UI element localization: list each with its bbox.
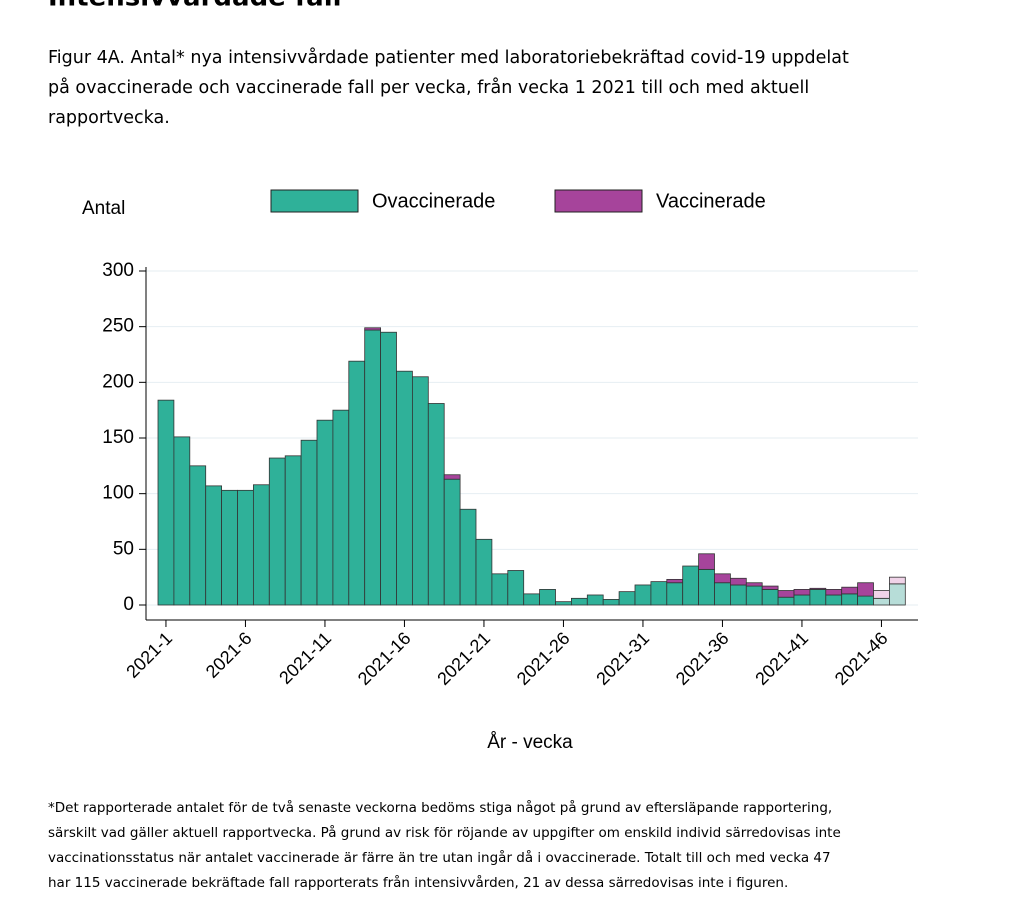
y-tick-label: 150	[102, 427, 134, 448]
bar-segment	[857, 582, 874, 597]
bar-segment	[809, 587, 827, 590]
bar-segment	[761, 589, 779, 606]
bar-segment	[730, 577, 747, 586]
bar-segment	[427, 403, 445, 606]
bar-segment	[666, 578, 684, 584]
bar-segment	[411, 376, 429, 606]
bar-segment	[698, 553, 715, 570]
heading: Intensivvårdade fall	[48, 0, 342, 13]
bar-segment	[777, 590, 795, 598]
bar-segment	[364, 327, 382, 331]
bar-segment	[555, 601, 572, 606]
y-tick-label: 50	[113, 538, 134, 559]
bar-segment	[809, 589, 827, 606]
x-tick-label: 2021-41	[751, 628, 812, 689]
bar-segment	[316, 419, 334, 606]
bar-segment	[889, 576, 906, 585]
bar-segment	[682, 565, 700, 606]
bar-segment	[364, 329, 382, 606]
bar-segment	[205, 485, 222, 606]
bar-segment	[539, 589, 556, 606]
bar-segment	[618, 591, 636, 606]
y-tick-label: 250	[102, 316, 134, 337]
x-tick-label: 2021-11	[275, 628, 335, 688]
x-tick-label: 2021-26	[513, 628, 574, 689]
bar-segment	[348, 360, 366, 606]
bar-segment	[698, 568, 715, 606]
x-axis-label: År - vecka	[487, 732, 573, 753]
footnote-line: har 115 vaccinerade bekräftade fall rapp…	[48, 874, 788, 891]
x-tick-label: 2021-6	[202, 628, 256, 682]
bar-segment	[221, 489, 238, 606]
bar-segment	[825, 589, 843, 596]
bar-segment	[714, 582, 731, 606]
x-tick-label: 2021-31	[592, 628, 653, 689]
legend-label: Vaccinerade	[656, 190, 766, 212]
footnote-line: vaccinationsstatus när antalet vaccinera…	[48, 849, 831, 866]
bar-segment	[491, 573, 509, 606]
caption-line: Figur 4A. Antal* nya intensivvårdade pat…	[48, 47, 849, 68]
bar-segment	[571, 597, 588, 606]
bar-segment	[873, 597, 890, 606]
legend-label: Ovaccinerade	[372, 190, 495, 212]
bar-segment	[889, 583, 906, 606]
bar-segment	[857, 595, 874, 606]
bar-segment	[237, 489, 254, 606]
bar-segment	[380, 331, 397, 606]
bar-segment	[777, 596, 795, 606]
bar-segment	[730, 584, 747, 606]
caption-line: på ovaccinerade och vaccinerade fall per…	[48, 77, 809, 98]
y-tick-label: 0	[123, 594, 134, 615]
x-tick-label: 2021-46	[831, 628, 892, 689]
bar-segment	[825, 594, 843, 606]
x-tick-label: 2021-1	[122, 628, 176, 682]
bar-segment	[268, 457, 286, 606]
footnote-line: *Det rapporterade antalet för de två sen…	[48, 799, 832, 816]
bar-segment	[443, 474, 461, 480]
bar-segment	[475, 538, 493, 606]
bar-segment	[459, 508, 477, 606]
bar-segment	[841, 593, 859, 606]
bar-segment	[602, 599, 620, 606]
bar-segment	[634, 584, 652, 606]
bar-segment	[650, 581, 668, 606]
bar-segment	[873, 590, 890, 599]
bar-segment	[523, 593, 541, 606]
bar-segment	[300, 439, 318, 606]
y-tick-label: 100	[102, 483, 134, 504]
bar-segment	[189, 465, 207, 606]
bar-segment	[507, 570, 525, 606]
bar-segment	[284, 455, 302, 606]
bar-segment	[157, 399, 175, 606]
bar-segment	[173, 436, 191, 606]
bar-segment	[666, 582, 684, 606]
bar-segment	[396, 370, 413, 606]
legend-swatch	[270, 189, 359, 213]
bar-segment	[761, 585, 779, 590]
bar-segment	[443, 478, 461, 606]
y-tick-label: 200	[102, 371, 134, 392]
legend-swatch	[554, 189, 643, 213]
footnote-line: särskilt vad gäller aktuell rapportvecka…	[48, 824, 841, 841]
bar-segment	[745, 585, 763, 606]
bar-segment	[745, 582, 763, 587]
x-tick-label: 2021-36	[672, 628, 733, 689]
bar-segment	[332, 409, 350, 606]
bar-segment	[841, 586, 859, 595]
bar-segment	[793, 594, 811, 606]
y-tick-label: 300	[102, 260, 134, 281]
x-tick-label: 2021-21	[433, 628, 494, 689]
bar-segment	[714, 573, 731, 584]
y-axis-label: Antal	[82, 198, 125, 219]
bar-segment	[793, 589, 811, 596]
x-tick-label: 2021-16	[354, 628, 415, 689]
bar-segment	[252, 484, 270, 606]
caption-line: rapportvecka.	[48, 108, 170, 128]
bar-segment	[586, 594, 604, 606]
